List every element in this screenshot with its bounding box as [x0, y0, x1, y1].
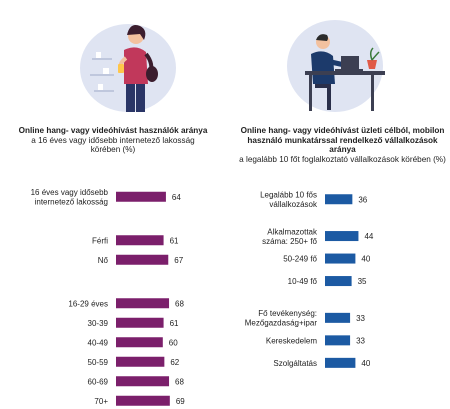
- category-label-0: 16 éves vagy idősebb internetező lakosság: [31, 188, 109, 207]
- value-label-0: 64: [172, 193, 181, 202]
- value-label-0: 36: [358, 195, 367, 204]
- bar-6: [116, 356, 165, 367]
- value-label-1: 44: [364, 232, 373, 241]
- bar-0: [116, 191, 166, 202]
- value-label-6: 40: [361, 359, 370, 368]
- bar-2: [116, 254, 169, 265]
- left-chart-title: Online hang- vagy videóhívást használók …: [18, 126, 208, 135]
- bar-6: [325, 357, 356, 368]
- value-label-6: 62: [170, 358, 179, 367]
- right-chart-title: Online hang- vagy videóhívást üzleti cél…: [240, 126, 445, 155]
- bar-5: [325, 335, 351, 346]
- category-label-2: 50-249 fő: [283, 255, 317, 264]
- category-label-0: Legalább 10 fős vállalkozások: [260, 191, 318, 210]
- category-label-3: 16-29 éves: [68, 299, 108, 308]
- bar-7: [116, 376, 170, 387]
- value-label-4: 33: [356, 314, 365, 323]
- left-chart-title-block: Online hang- vagy videóhívást használók …: [18, 126, 208, 155]
- bar-4: [116, 317, 164, 328]
- value-label-5: 60: [169, 338, 178, 347]
- bar-3: [325, 276, 352, 287]
- value-label-3: 68: [175, 299, 184, 308]
- category-label-2: Nő: [98, 256, 109, 265]
- woman-with-smartphone-icon: [78, 8, 178, 123]
- bar-0: [325, 194, 353, 205]
- right-chart-subtitle: a legalább 10 főt foglalkoztató vállalko…: [239, 154, 446, 164]
- value-label-5: 33: [356, 336, 365, 345]
- category-label-4: 30-39: [88, 319, 109, 328]
- value-label-4: 61: [170, 319, 179, 328]
- category-label-7: 60-69: [88, 377, 109, 386]
- bar-1: [325, 231, 359, 242]
- man-at-laptop-desk-icon: [283, 8, 393, 123]
- left-bar-chart: 64 16 éves vagy idősebb internetező lakoss…: [31, 188, 185, 406]
- category-label-5: Kereskedelem: [266, 336, 317, 345]
- right-chart-title-block: Online hang- vagy videóhívást üzleti cél…: [235, 126, 450, 164]
- category-label-1: Alkalmazottak száma: 250+ fő: [262, 227, 318, 246]
- bar-5: [116, 337, 163, 348]
- category-label-8: 70+: [94, 397, 108, 406]
- value-label-8: 69: [176, 397, 185, 406]
- value-label-7: 68: [175, 377, 184, 386]
- value-label-2: 40: [361, 255, 370, 264]
- category-label-3: 10-49 fő: [288, 277, 318, 286]
- bar-8: [116, 395, 170, 406]
- right-chart-panel: Online hang- vagy videóhívást üzleti cél…: [225, 0, 450, 409]
- category-label-5: 40-49: [88, 338, 109, 347]
- value-label-2: 67: [174, 256, 183, 265]
- value-label-1: 61: [170, 236, 179, 245]
- bar-1: [116, 235, 164, 246]
- category-label-6: 50-59: [88, 358, 109, 367]
- category-label-6: Szolgáltatás: [273, 359, 317, 368]
- category-label-4: Fő tevékenység: Mezőgazdaság+ipar: [245, 309, 318, 328]
- bar-4: [325, 312, 351, 323]
- left-chart-panel: Online hang- vagy videóhívást használók …: [18, 8, 208, 406]
- bar-2: [325, 253, 356, 264]
- value-label-3: 35: [358, 277, 367, 286]
- right-bar-chart: 36 Legalább 10 fős vállalkozások 44 Alkalmaz…: [245, 191, 374, 368]
- bar-3: [116, 298, 170, 309]
- category-label-1: Férfi: [92, 236, 108, 245]
- left-chart-subtitle: a 16 éves vagy idősebb internetező lakos…: [31, 135, 195, 155]
